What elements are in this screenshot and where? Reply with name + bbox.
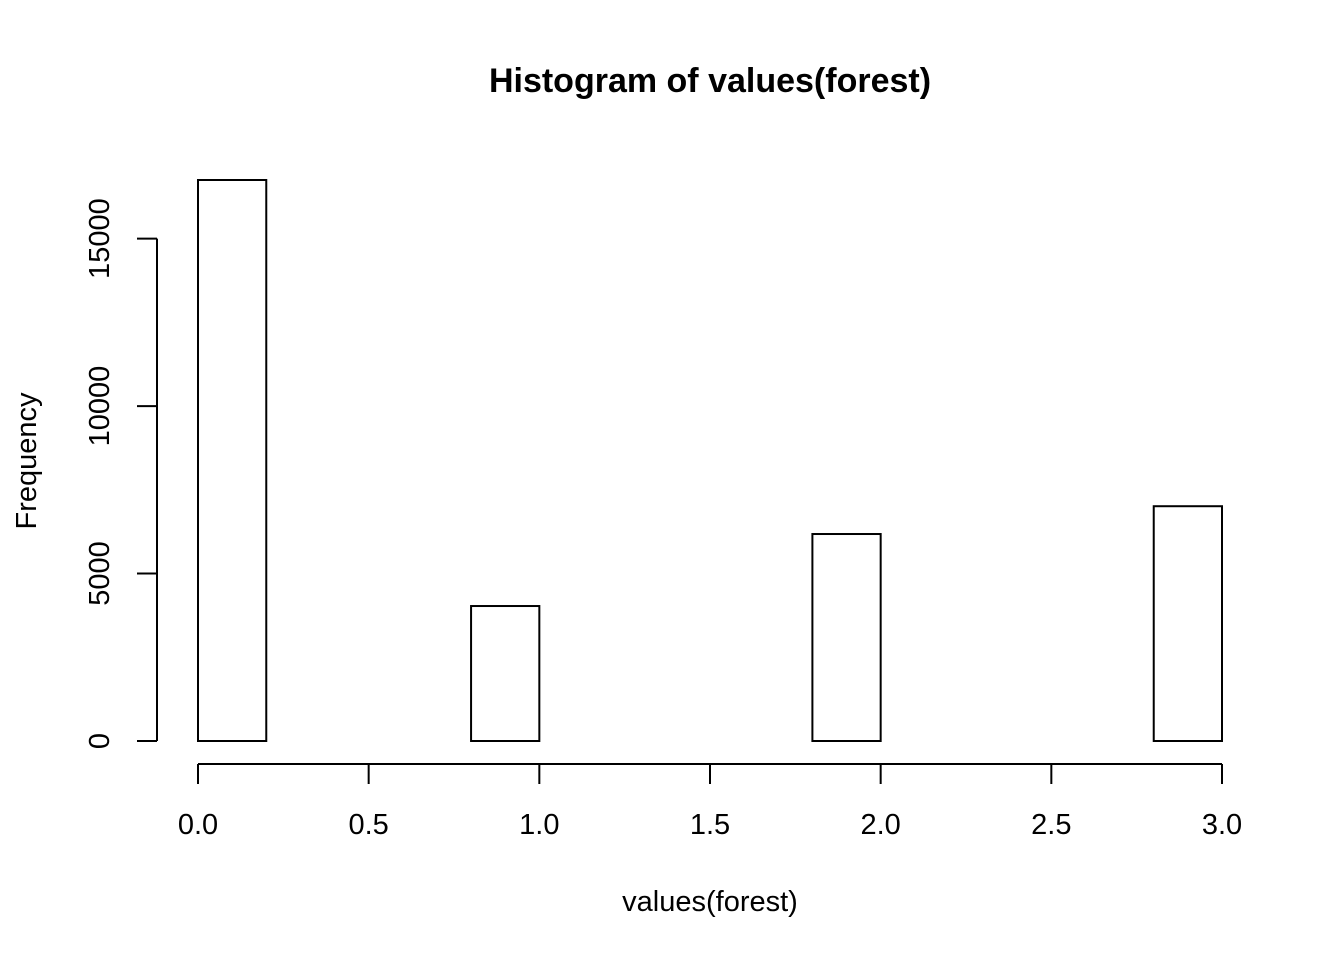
x-tick-label: 1.5 [690, 809, 730, 841]
histogram-bar-9 [811, 533, 882, 742]
y-tick-label: 0 [84, 733, 116, 749]
y-axis-label: Frequency [11, 392, 43, 530]
x-tick-label: 0.0 [178, 809, 218, 841]
histogram-bars [197, 179, 1223, 743]
histogram-bar-0 [197, 179, 268, 742]
x-axis-label: values(forest) [622, 886, 798, 918]
y-axis: 0 5000 10000 15000 [84, 198, 158, 749]
histogram-bar-14 [1152, 505, 1223, 742]
histogram-bar-4 [470, 605, 541, 743]
x-tick-label: 2.0 [861, 809, 901, 841]
x-tick-label: 0.5 [349, 809, 389, 841]
y-tick-label: 5000 [84, 541, 116, 606]
x-tick-label: 1.0 [519, 809, 559, 841]
y-tick-label: 15000 [84, 198, 116, 279]
y-tick-label: 10000 [84, 366, 116, 447]
x-tick-label: 2.5 [1031, 809, 1071, 841]
x-tick-label: 3.0 [1202, 809, 1242, 841]
x-axis: 0.0 0.5 1.0 1.5 2.0 2.5 3.0 [178, 763, 1242, 841]
chart-title: Histogram of values(forest) [489, 62, 931, 100]
